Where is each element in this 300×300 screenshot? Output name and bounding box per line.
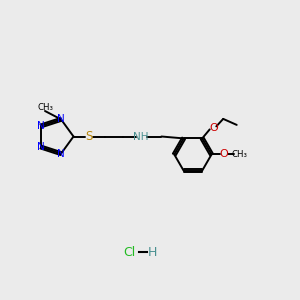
Text: O: O — [220, 149, 229, 160]
Text: S: S — [85, 130, 92, 143]
Text: Cl: Cl — [123, 245, 135, 259]
Text: H: H — [148, 245, 157, 259]
Text: O: O — [209, 123, 218, 133]
Text: CH₃: CH₃ — [232, 150, 248, 159]
Text: N: N — [37, 121, 45, 131]
Text: NH: NH — [133, 131, 149, 142]
Text: CH₃: CH₃ — [37, 103, 53, 112]
Text: N: N — [57, 148, 65, 159]
Text: N: N — [37, 142, 45, 152]
Text: N: N — [57, 114, 65, 124]
